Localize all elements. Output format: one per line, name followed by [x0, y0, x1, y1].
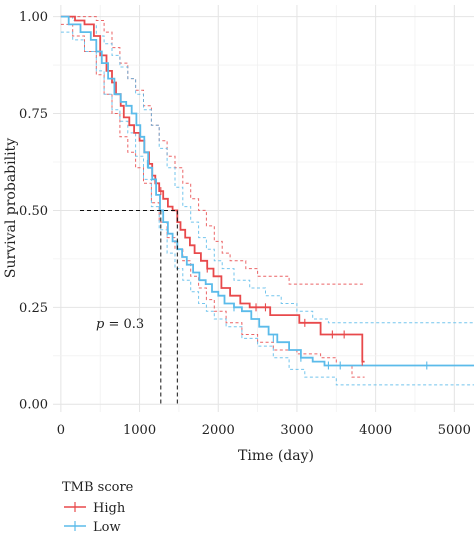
survival-curves — [60, 15, 474, 367]
grid-lines — [53, 5, 474, 412]
y-axis-label: Survival probability — [3, 138, 19, 278]
legend-item-high: High — [64, 501, 126, 516]
x-tick-label: 0 — [57, 423, 65, 438]
y-tick-label: 1.00 — [19, 10, 48, 25]
x-tick-labels: 0 1000 2000 3000 4000 5000 — [57, 423, 471, 438]
legend-label-high: High — [93, 501, 126, 516]
p-value-annotation: p = 0.3 — [96, 317, 144, 332]
p-value-symbol: p — [96, 317, 105, 332]
y-tick-labels: 0.00 0.25 0.50 0.75 1.00 — [19, 10, 48, 413]
legend-label-low: Low — [93, 520, 121, 535]
censor-marks — [146, 159, 428, 370]
x-tick-label: 3000 — [280, 423, 313, 438]
legend-item-low: Low — [64, 520, 121, 535]
x-tick-label: 5000 — [438, 423, 471, 438]
x-tick-label: 1000 — [123, 423, 156, 438]
x-tick-label: 4000 — [359, 423, 392, 438]
y-tick-label: 0.50 — [19, 204, 48, 219]
median-lines — [80, 209, 178, 405]
survival-curve-high — [60, 15, 365, 363]
y-tick-label: 0.75 — [19, 107, 48, 122]
survival-curve-low — [60, 15, 474, 367]
x-axis-label: Time (day) — [238, 448, 314, 464]
ci-upper-low — [60, 16, 474, 324]
ci-lower-low — [60, 31, 474, 386]
x-tick-label: 2000 — [202, 423, 235, 438]
p-value-text: = 0.3 — [104, 317, 144, 332]
y-tick-label: 0.00 — [19, 398, 48, 413]
legend: TMB score High Low — [62, 480, 134, 535]
legend-title: TMB score — [62, 480, 134, 495]
y-tick-label: 0.25 — [19, 301, 48, 316]
